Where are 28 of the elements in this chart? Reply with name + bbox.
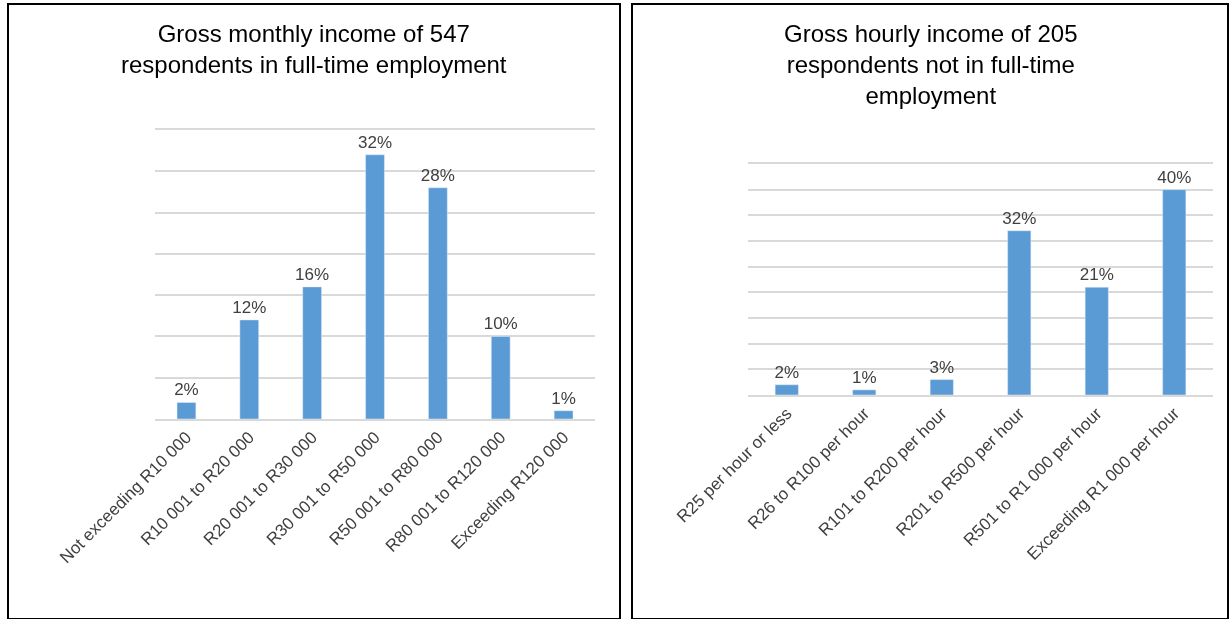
bar xyxy=(1007,230,1032,395)
data-label: 28% xyxy=(420,165,455,185)
bar xyxy=(428,187,448,419)
bar xyxy=(176,402,197,419)
data-label: 32% xyxy=(357,132,393,152)
data-label: 10% xyxy=(483,314,518,334)
bar xyxy=(239,319,259,419)
data-label: 32% xyxy=(1002,208,1037,228)
bar xyxy=(1162,189,1187,395)
data-label: 2% xyxy=(174,380,199,400)
bar xyxy=(553,410,574,419)
chart-title: Gross hourly income of 205 respondents not in full-time employment xyxy=(784,20,1078,110)
bar xyxy=(302,286,322,419)
data-label: 2% xyxy=(774,362,800,382)
bar xyxy=(929,379,954,395)
data-label: 16% xyxy=(295,264,330,284)
data-label: 1% xyxy=(851,367,877,387)
data-label: 21% xyxy=(1079,265,1114,285)
bar xyxy=(365,154,385,419)
bar xyxy=(774,384,799,395)
data-label: 12% xyxy=(232,297,267,317)
bar xyxy=(491,336,511,419)
chart-title: Gross monthly income of 547 respondents in full-time employment xyxy=(121,20,507,79)
bar xyxy=(1084,286,1109,395)
bar xyxy=(852,389,877,395)
data-label: 3% xyxy=(929,357,955,377)
data-label: 40% xyxy=(1157,167,1192,187)
data-label: 1% xyxy=(551,388,576,408)
